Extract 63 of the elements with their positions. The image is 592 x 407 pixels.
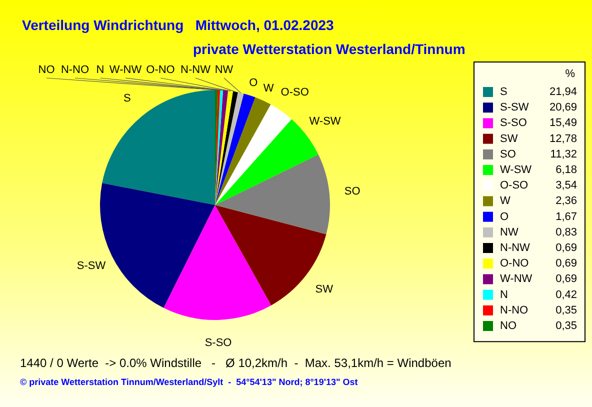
pie-slice — [215, 91, 238, 205]
legend-label: N-NO — [500, 304, 529, 316]
legend-label: N-NW — [500, 242, 531, 254]
legend-label: W-SW — [500, 164, 532, 176]
legend-label: O-SO — [500, 180, 529, 192]
slice-label: S-SO — [204, 336, 232, 349]
slice-label: W — [263, 82, 274, 95]
data-label: 0,69 — [556, 258, 577, 270]
data-label: 3,54 — [556, 180, 577, 192]
data-label: 0,83 — [556, 226, 577, 238]
slice-label: N-NW — [180, 64, 212, 76]
pie-slice — [215, 97, 271, 205]
slice-label: O — [249, 76, 258, 89]
legend-label: S — [500, 86, 508, 98]
data-label: 15,49 — [549, 117, 577, 130]
data-label: 0,69 — [556, 242, 577, 254]
legend-label: S-SO — [500, 117, 528, 130]
legend-title: % — [565, 68, 576, 80]
pie-slice — [164, 205, 272, 320]
legend-label: SO — [500, 148, 516, 160]
slice-label: O-NO — [146, 64, 176, 76]
pie-slice — [215, 104, 292, 205]
pie-slice — [215, 154, 330, 234]
slice-label: W-NW — [109, 64, 142, 76]
legend-label: NW — [500, 226, 519, 238]
data-label: 12,78 — [549, 132, 577, 145]
data-label: 20,69 — [549, 102, 577, 114]
slice-label: SW — [315, 283, 334, 296]
data-label: 0,35 — [556, 304, 577, 316]
slice-label: NW — [214, 64, 234, 76]
slice-label: S — [124, 92, 131, 105]
slice-label: O-SO — [280, 86, 310, 98]
pie-slice — [215, 92, 244, 205]
data-label: 21,94 — [549, 86, 577, 98]
data-label: 1,67 — [556, 210, 577, 223]
legend-label: O — [500, 210, 509, 223]
slice-label: S-SW — [76, 260, 106, 272]
slice-label: N — [96, 64, 104, 76]
legend-label: S-SW — [500, 102, 530, 114]
legend-label: W-NW — [500, 273, 533, 286]
pie-slice — [215, 90, 228, 205]
slice-label: N-NO — [60, 64, 90, 76]
legend-label: SW — [500, 132, 518, 145]
text: 1440 / 0 Werte -> 0.0% Windstille - Ø 10,2km/h - Max. 53,1km/h = Windböen — [20, 356, 452, 370]
data-label: 0,35 — [556, 320, 577, 332]
pie-slice — [215, 90, 233, 205]
chart-subtitle: private Wetterstation Westerland/Tinnum — [193, 41, 466, 57]
data-label: 0,69 — [556, 273, 577, 286]
pie-slice — [215, 94, 256, 205]
chart-title: Verteilung Windrichtung Mittwoch, 01.02.2023 — [22, 17, 334, 33]
slice-label: SO — [344, 185, 361, 198]
data-label: 0,42 — [556, 288, 577, 301]
data-label: 2,36 — [556, 195, 577, 208]
legend-label: O-NO — [500, 258, 530, 270]
legend-label: W — [500, 195, 511, 208]
data-label: 11,32 — [550, 148, 577, 160]
slice-label: W-SW — [309, 116, 342, 128]
text: © private Wetterstation Tinnum/Westerland/Sylt - 54°54'13" Nord; 8°19'13" Ost — [20, 377, 358, 387]
pie-slice — [102, 90, 215, 205]
legend-label: NO — [500, 320, 517, 332]
legend-label: N — [500, 288, 508, 301]
data-label: 6,18 — [556, 164, 577, 176]
slice-label: NO — [38, 64, 56, 76]
